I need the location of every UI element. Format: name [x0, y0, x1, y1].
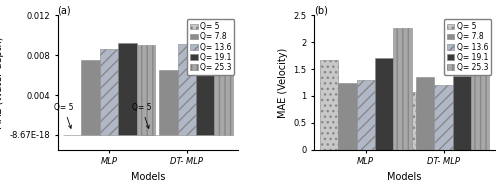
Legend: Q= 5, Q= 7.8, Q= 13.6, Q= 19.1, Q= 25.3: Q= 5, Q= 7.8, Q= 13.6, Q= 19.1, Q= 25.3	[187, 19, 234, 75]
Bar	[416, 77, 434, 150]
Bar	[356, 80, 375, 150]
Y-axis label: MAE (Water depth): MAE (Water depth)	[0, 36, 4, 129]
Bar	[320, 60, 338, 150]
Text: Q= 5: Q= 5	[132, 103, 152, 128]
Bar	[136, 45, 155, 135]
Bar	[159, 70, 178, 135]
Bar	[118, 43, 137, 135]
Legend: Q= 5, Q= 7.8, Q= 13.6, Q= 19.1, Q= 25.3: Q= 5, Q= 7.8, Q= 13.6, Q= 19.1, Q= 25.3	[444, 19, 491, 75]
Bar	[398, 92, 416, 150]
Bar	[196, 63, 214, 135]
Bar	[375, 58, 394, 150]
Bar	[82, 60, 100, 135]
Text: (a): (a)	[58, 5, 71, 15]
Bar	[394, 28, 411, 150]
Bar	[452, 76, 471, 150]
Text: Q= 5: Q= 5	[54, 103, 74, 128]
Bar	[178, 44, 196, 135]
Bar	[471, 69, 490, 150]
Bar	[214, 20, 233, 135]
X-axis label: Models: Models	[130, 172, 165, 182]
Bar	[434, 85, 452, 150]
Bar	[100, 49, 118, 135]
X-axis label: Models: Models	[388, 172, 422, 182]
Text: (b): (b)	[314, 5, 328, 15]
Bar	[338, 83, 356, 150]
Y-axis label: MAE (Velocity): MAE (Velocity)	[278, 47, 288, 118]
